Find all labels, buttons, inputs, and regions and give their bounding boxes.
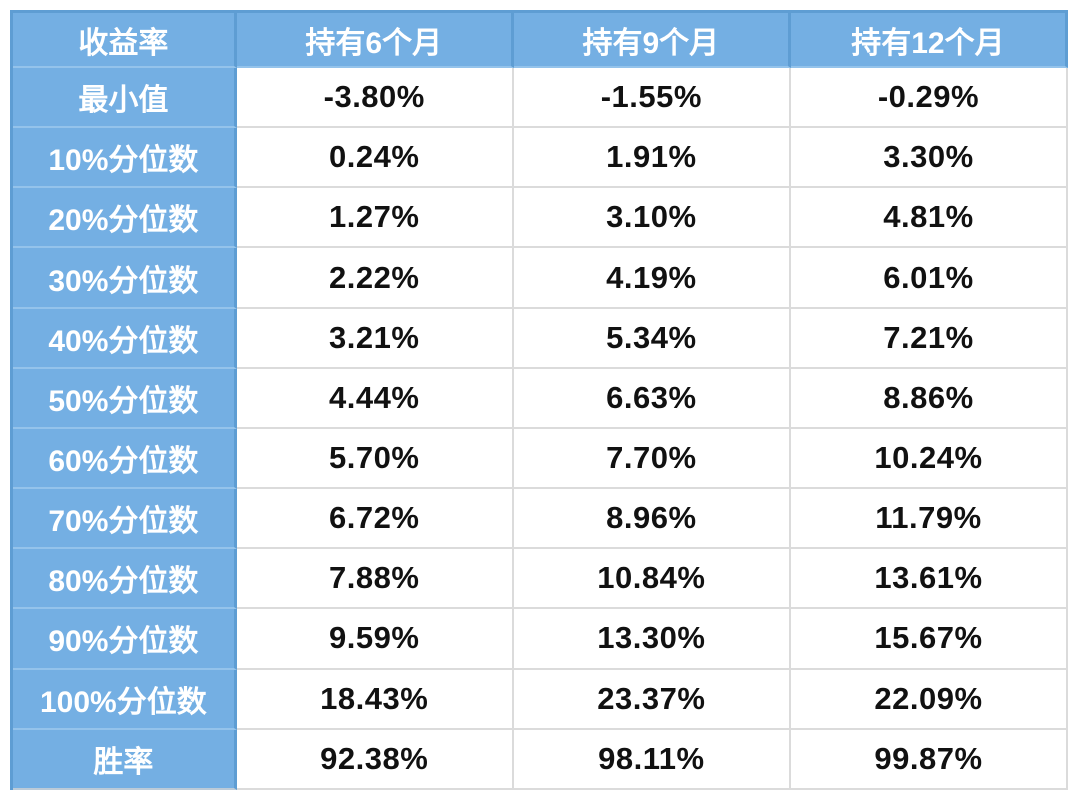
value-cell: 2.22%: [236, 248, 514, 309]
table-row-p80: 80%分位数 7.88% 10.84% 13.61%: [13, 549, 1068, 610]
value-cell: 13.30%: [513, 609, 791, 670]
row-label: 80%分位数: [13, 549, 237, 610]
value-cell: 92.38%: [236, 729, 514, 790]
table-row-p40: 40%分位数 3.21% 5.34% 7.21%: [13, 308, 1068, 369]
table-row-p70: 70%分位数 6.72% 8.96% 11.79%: [13, 489, 1068, 550]
row-label: 30%分位数: [13, 248, 237, 309]
value-cell: 1.91%: [513, 128, 791, 189]
value-cell: 13.61%: [790, 549, 1068, 610]
value-cell: 8.86%: [790, 368, 1068, 429]
table-row-p20: 20%分位数 1.27% 3.10% 4.81%: [13, 188, 1068, 249]
value-cell: 7.88%: [236, 549, 514, 610]
value-cell: 5.70%: [236, 428, 514, 490]
table-row-min: 最小值 -3.80% -1.55% -0.29%: [13, 68, 1068, 129]
column-header-hold-6m: 持有6个月: [236, 13, 514, 68]
header-row: 收益率 持有6个月 持有9个月 持有12个月: [13, 13, 1068, 68]
value-cell: 5.34%: [513, 308, 791, 369]
value-cell: -0.29%: [790, 68, 1068, 129]
value-cell: -3.80%: [236, 68, 514, 129]
column-header-hold-12m: 持有12个月: [790, 13, 1068, 68]
value-cell: 22.09%: [790, 669, 1068, 730]
value-cell: 8.96%: [513, 489, 791, 550]
table-row-p50: 50%分位数 4.44% 6.63% 8.86%: [13, 368, 1068, 429]
row-label: 60%分位数: [13, 428, 237, 490]
value-cell: 7.21%: [790, 308, 1068, 369]
table-row-p30: 30%分位数 2.22% 4.19% 6.01%: [13, 248, 1068, 309]
table-row-p60: 60%分位数 5.70% 7.70% 10.24%: [13, 428, 1068, 490]
table-row-winrate: 胜率 92.38% 98.11% 99.87%: [13, 729, 1068, 790]
value-cell: 0.24%: [236, 128, 514, 189]
value-cell: 3.21%: [236, 308, 514, 369]
returns-table: 收益率 持有6个月 持有9个月 持有12个月 最小值 -3.80% -1.55%…: [10, 10, 1068, 790]
row-label: 100%分位数: [13, 669, 237, 730]
row-label: 20%分位数: [13, 188, 237, 249]
value-cell: 9.59%: [236, 609, 514, 670]
value-cell: 10.24%: [790, 428, 1068, 490]
value-cell: 6.72%: [236, 489, 514, 550]
row-label: 50%分位数: [13, 368, 237, 429]
value-cell: 4.44%: [236, 368, 514, 429]
value-cell: 1.27%: [236, 188, 514, 249]
row-label: 胜率: [13, 729, 237, 790]
value-cell: 99.87%: [790, 729, 1068, 790]
row-label: 90%分位数: [13, 609, 237, 670]
row-label: 最小值: [13, 68, 237, 129]
value-cell: 98.11%: [513, 729, 791, 790]
value-cell: 3.30%: [790, 128, 1068, 189]
table-row-p90: 90%分位数 9.59% 13.30% 15.67%: [13, 609, 1068, 670]
value-cell: 18.43%: [236, 669, 514, 730]
column-header-metric: 收益率: [13, 13, 237, 68]
value-cell: 4.19%: [513, 248, 791, 309]
table-row-p10: 10%分位数 0.24% 1.91% 3.30%: [13, 128, 1068, 189]
value-cell: 3.10%: [513, 188, 791, 249]
column-header-hold-9m: 持有9个月: [513, 13, 791, 68]
value-cell: 11.79%: [790, 489, 1068, 550]
value-cell: 6.63%: [513, 368, 791, 429]
value-cell: 23.37%: [513, 669, 791, 730]
value-cell: 15.67%: [790, 609, 1068, 670]
value-cell: 4.81%: [790, 188, 1068, 249]
table-row-p100: 100%分位数 18.43% 23.37% 22.09%: [13, 669, 1068, 730]
value-cell: 7.70%: [513, 428, 791, 490]
value-cell: 10.84%: [513, 549, 791, 610]
row-label: 10%分位数: [13, 128, 237, 189]
value-cell: 6.01%: [790, 248, 1068, 309]
row-label: 70%分位数: [13, 489, 237, 550]
row-label: 40%分位数: [13, 308, 237, 369]
value-cell: -1.55%: [513, 68, 791, 129]
